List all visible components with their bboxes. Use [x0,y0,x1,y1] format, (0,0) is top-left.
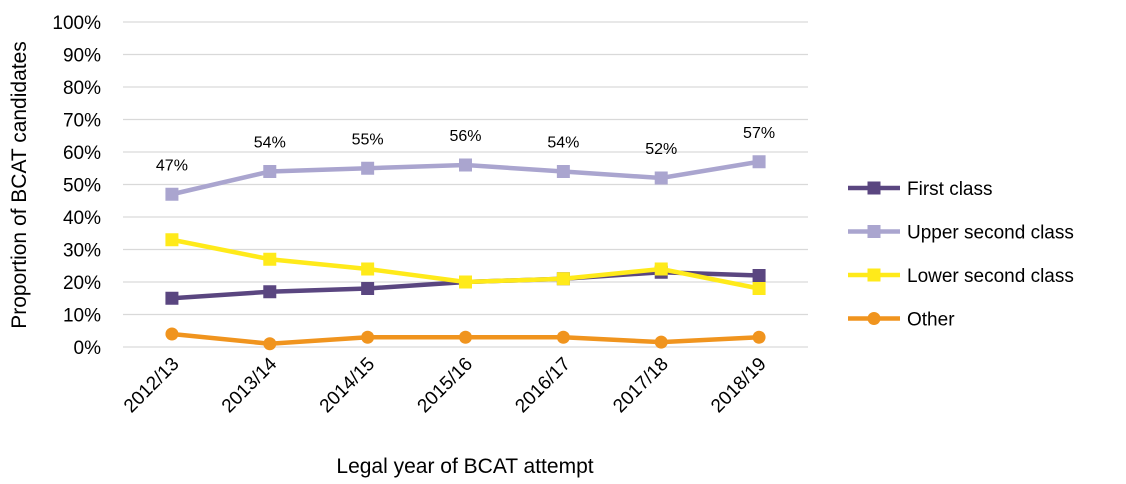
data-point [752,155,766,169]
y-tick-label: 90% [63,46,101,67]
data-label: 57% [743,125,775,142]
x-tick-label: 2014/15 [316,354,379,417]
data-point [459,158,472,172]
x-tick-label: 2012/13 [120,354,183,417]
y-tick-label: 100% [52,13,101,34]
data-label: 47% [156,157,188,174]
data-point [654,171,668,185]
x-axis-title: Legal year of BCAT attempt [336,455,593,478]
x-tick-label: 2013/14 [218,353,282,417]
data-point [165,291,179,305]
legend-label: Lower second class [907,266,1074,287]
data-label: 52% [645,141,677,158]
x-tick-label: 2018/19 [707,354,770,417]
data-point [361,262,375,276]
data-point [752,282,766,295]
data-point [752,330,766,344]
data-point [165,233,179,247]
legend-marker [867,312,881,325]
data-point [459,330,472,344]
data-label: 55% [352,131,384,148]
y-tick-label: 10% [63,306,101,327]
legend-marker [867,181,881,195]
data-point [556,330,570,344]
x-tick-label: 2017/18 [609,354,672,417]
data-point [654,262,668,276]
data-point [752,269,766,282]
legend-label: First class [907,179,993,200]
y-tick-label: 80% [63,78,101,99]
y-tick-label: 70% [63,111,101,132]
data-label: 54% [547,135,579,152]
legend-label: Other [907,310,955,331]
y-tick-label: 50% [63,176,101,197]
data-point [654,335,668,349]
y-axis-title: Proportion of BCAT candidates [8,41,31,329]
legend-marker [867,268,881,282]
data-point [165,327,179,341]
legend-label: Upper second class [907,223,1074,244]
data-point [556,165,570,178]
data-point [361,161,375,175]
y-tick-label: 30% [63,241,101,262]
data-point [361,282,375,295]
data-point [263,252,277,266]
data-point [361,330,375,344]
legend-marker [867,225,881,238]
data-label: 54% [254,135,286,152]
data-point [263,165,277,178]
y-tick-label: 20% [63,273,101,294]
data-point [556,272,570,286]
data-point [263,337,277,351]
y-tick-label: 60% [63,143,101,164]
data-label: 56% [449,128,481,145]
x-tick-label: 2015/16 [414,354,477,417]
data-point [459,275,472,289]
x-tick-label: 2016/17 [511,354,574,417]
data-point [165,187,179,201]
data-point [263,285,277,299]
y-tick-label: 40% [63,208,101,229]
y-tick-label: 0% [74,338,102,359]
